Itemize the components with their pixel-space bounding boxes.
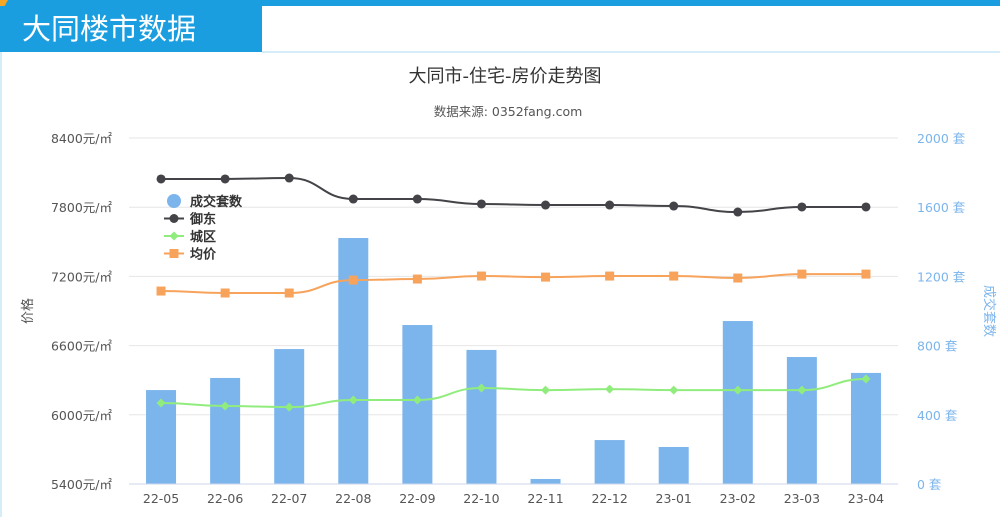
point-marker — [861, 202, 871, 212]
series-line-城区 — [161, 378, 866, 409]
series-line-御东 — [161, 177, 866, 214]
point-marker — [348, 194, 358, 204]
bar — [722, 321, 753, 484]
legend-label: 御东 — [189, 212, 216, 228]
x-tick-label: 22-10 — [463, 491, 499, 506]
chart-subtitle: 数据来源: 0352fang.com — [434, 104, 583, 119]
y-right-tick-label: 0 套 — [917, 477, 942, 492]
x-tick-label: 22-11 — [527, 491, 563, 506]
point-marker — [605, 271, 615, 281]
point-marker — [476, 199, 486, 209]
x-tick-label: 22-12 — [591, 491, 627, 506]
point-marker — [476, 271, 486, 281]
point-marker — [220, 288, 230, 298]
point-marker — [284, 288, 294, 298]
point-marker — [156, 286, 166, 296]
x-tick-label: 22-06 — [207, 491, 243, 506]
series-line-均价 — [161, 273, 866, 295]
point-marker — [669, 201, 679, 211]
y-right-axis-title: 成交套数 — [981, 285, 997, 337]
header-divider — [262, 51, 1000, 53]
point-marker — [541, 272, 551, 282]
y-left-tick-label: 6600元/㎡ — [51, 339, 113, 354]
point-marker — [797, 269, 807, 279]
chart-title: 大同市-住宅-房价走势图 — [409, 66, 602, 87]
page-header: 大同楼市数据 — [0, 6, 262, 52]
point-marker — [348, 275, 358, 285]
bar — [850, 372, 881, 484]
x-tick-label: 23-03 — [784, 491, 820, 506]
point-marker — [605, 200, 615, 210]
point-marker — [412, 395, 422, 405]
point-marker — [348, 395, 358, 405]
point-marker — [797, 385, 807, 395]
y-right-tick-label: 2000 套 — [917, 131, 966, 146]
bar — [530, 478, 561, 484]
point-marker — [284, 402, 294, 412]
y-left-tick-label: 8400元/㎡ — [51, 131, 113, 146]
legend-marker — [169, 214, 179, 223]
legend-label: 成交套数 — [190, 194, 243, 210]
y-right-tick-label: 800 套 — [917, 339, 958, 354]
point-marker — [733, 207, 743, 217]
y-left-tick-label: 5400元/㎡ — [51, 477, 113, 492]
legend-label: 均价 — [190, 247, 217, 263]
point-marker — [669, 271, 679, 281]
x-tick-label: 22-09 — [399, 491, 435, 506]
point-marker — [220, 401, 230, 411]
x-tick-label: 22-08 — [335, 491, 371, 506]
point-marker — [541, 385, 551, 395]
point-marker — [412, 274, 422, 284]
bar — [658, 446, 689, 484]
left-border — [0, 52, 2, 517]
legend-marker — [169, 249, 179, 258]
point-marker — [541, 200, 551, 210]
legend-symbol — [167, 194, 181, 208]
point-marker — [669, 385, 679, 395]
bar — [274, 349, 305, 484]
point-marker — [861, 374, 871, 384]
point-marker — [797, 202, 807, 212]
bar — [786, 357, 817, 484]
x-tick-label: 23-02 — [720, 491, 756, 506]
point-marker — [284, 173, 294, 183]
y-right-tick-label: 400 套 — [917, 408, 958, 423]
bar — [210, 377, 241, 484]
bar — [466, 349, 497, 484]
point-marker — [156, 174, 166, 184]
y-left-tick-label: 6000元/㎡ — [51, 408, 113, 423]
x-tick-label: 22-05 — [143, 491, 179, 506]
legend-marker — [169, 231, 179, 241]
y-left-tick-label: 7200元/㎡ — [51, 269, 113, 284]
point-marker — [476, 383, 486, 393]
y-right-tick-label: 1200 套 — [917, 269, 966, 284]
bar — [338, 237, 369, 484]
point-marker — [861, 269, 871, 279]
bar — [594, 440, 625, 484]
point-marker — [220, 174, 230, 184]
top-bar — [0, 0, 1000, 6]
x-tick-label: 22-07 — [271, 491, 307, 506]
x-tick-label: 23-04 — [848, 491, 884, 506]
legend-label: 城区 — [190, 229, 216, 245]
point-marker — [605, 384, 615, 394]
point-marker — [412, 194, 422, 204]
point-marker — [156, 398, 166, 408]
x-tick-label: 23-01 — [656, 491, 692, 506]
point-marker — [733, 385, 743, 395]
y-right-tick-label: 1600 套 — [917, 200, 966, 215]
point-marker — [733, 273, 743, 283]
y-left-axis-title: 价格 — [20, 298, 36, 324]
y-left-tick-label: 7800元/㎡ — [51, 200, 113, 215]
